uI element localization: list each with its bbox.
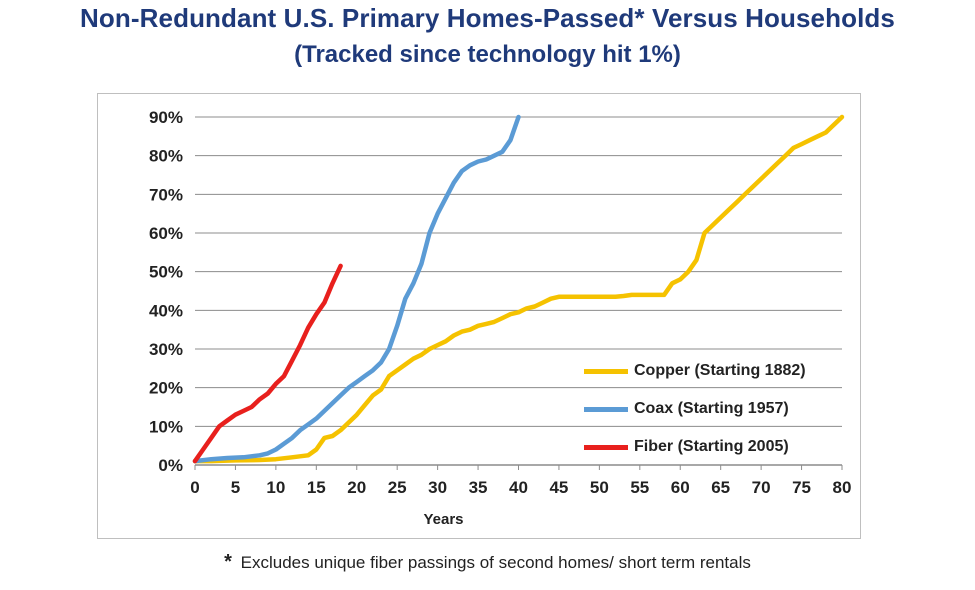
y-tick-label: 40%: [149, 301, 183, 320]
legend-swatch-copper: [584, 368, 628, 374]
y-tick-label: 0%: [158, 456, 183, 475]
y-tick-label: 30%: [149, 340, 183, 359]
y-tick-label: 10%: [149, 417, 183, 436]
legend-swatch-fiber: [584, 444, 628, 450]
x-tick-label: 55: [630, 478, 649, 497]
x-tick-label: 60: [671, 478, 690, 497]
chart-panel: 0% 10% 20% 30% 40% 50% 60% 70% 80% 90% 0 5 10 15 20 25 3…: [97, 93, 861, 539]
y-tick-label: 20%: [149, 379, 183, 398]
legend-label-fiber: Fiber (Starting 2005): [634, 438, 789, 455]
y-tick-label: 70%: [149, 185, 183, 204]
x-tick-label: 35: [469, 478, 488, 497]
y-tick-label: 90%: [149, 108, 183, 127]
chart-title: Non-Redundant U.S. Primary Homes-Passed*…: [80, 3, 895, 33]
chart-legend: Copper (Starting 1882) Coax (Starting 195…: [584, 352, 844, 466]
series-line-fiber: [192, 263, 343, 464]
legend-label-coax: Coax (Starting 1957): [634, 400, 789, 417]
footnote-asterisk: *: [224, 551, 232, 573]
x-tick-label: 0: [190, 478, 199, 497]
line-chart: 0% 10% 20% 30% 40% 50% 60% 70% 80% 90% 0 5 10 15 20 25 3…: [149, 108, 852, 528]
x-tick-label: 25: [388, 478, 407, 497]
x-tick-label: 40: [509, 478, 528, 497]
legend-label-copper: Copper (Starting 1882): [634, 362, 806, 379]
x-tick-label: 10: [266, 478, 285, 497]
legend-swatch-coax: [584, 406, 628, 412]
x-tick-label: 20: [347, 478, 366, 497]
legend-item-fiber: Fiber (Starting 2005): [584, 428, 844, 466]
x-tick-label: 45: [549, 478, 568, 497]
footnote: * Excludes unique fiber passings of seco…: [0, 551, 975, 574]
y-tick-label: 50%: [149, 263, 183, 282]
chart-subtitle: (Tracked since technology hit 1%): [294, 41, 681, 68]
series-line-coax: [192, 114, 521, 464]
x-tick-label: 15: [307, 478, 326, 497]
y-tick-label: 60%: [149, 224, 183, 243]
x-tick-label: 30: [428, 478, 447, 497]
x-tick-label: 50: [590, 478, 609, 497]
x-tick-label: 65: [711, 478, 730, 497]
x-tick-label: 70: [752, 478, 771, 497]
footnote-text: Excludes unique fiber passings of second…: [240, 553, 751, 572]
x-tick-label: 75: [792, 478, 811, 497]
legend-item-coax: Coax (Starting 1957): [584, 390, 844, 428]
y-tick-label: 80%: [149, 147, 183, 166]
legend-item-copper: Copper (Starting 1882): [584, 352, 844, 390]
x-tick-label: 80: [833, 478, 852, 497]
x-tick-label: 5: [231, 478, 240, 497]
x-axis-label: Years: [423, 511, 463, 528]
series-line-copper: [192, 114, 845, 464]
